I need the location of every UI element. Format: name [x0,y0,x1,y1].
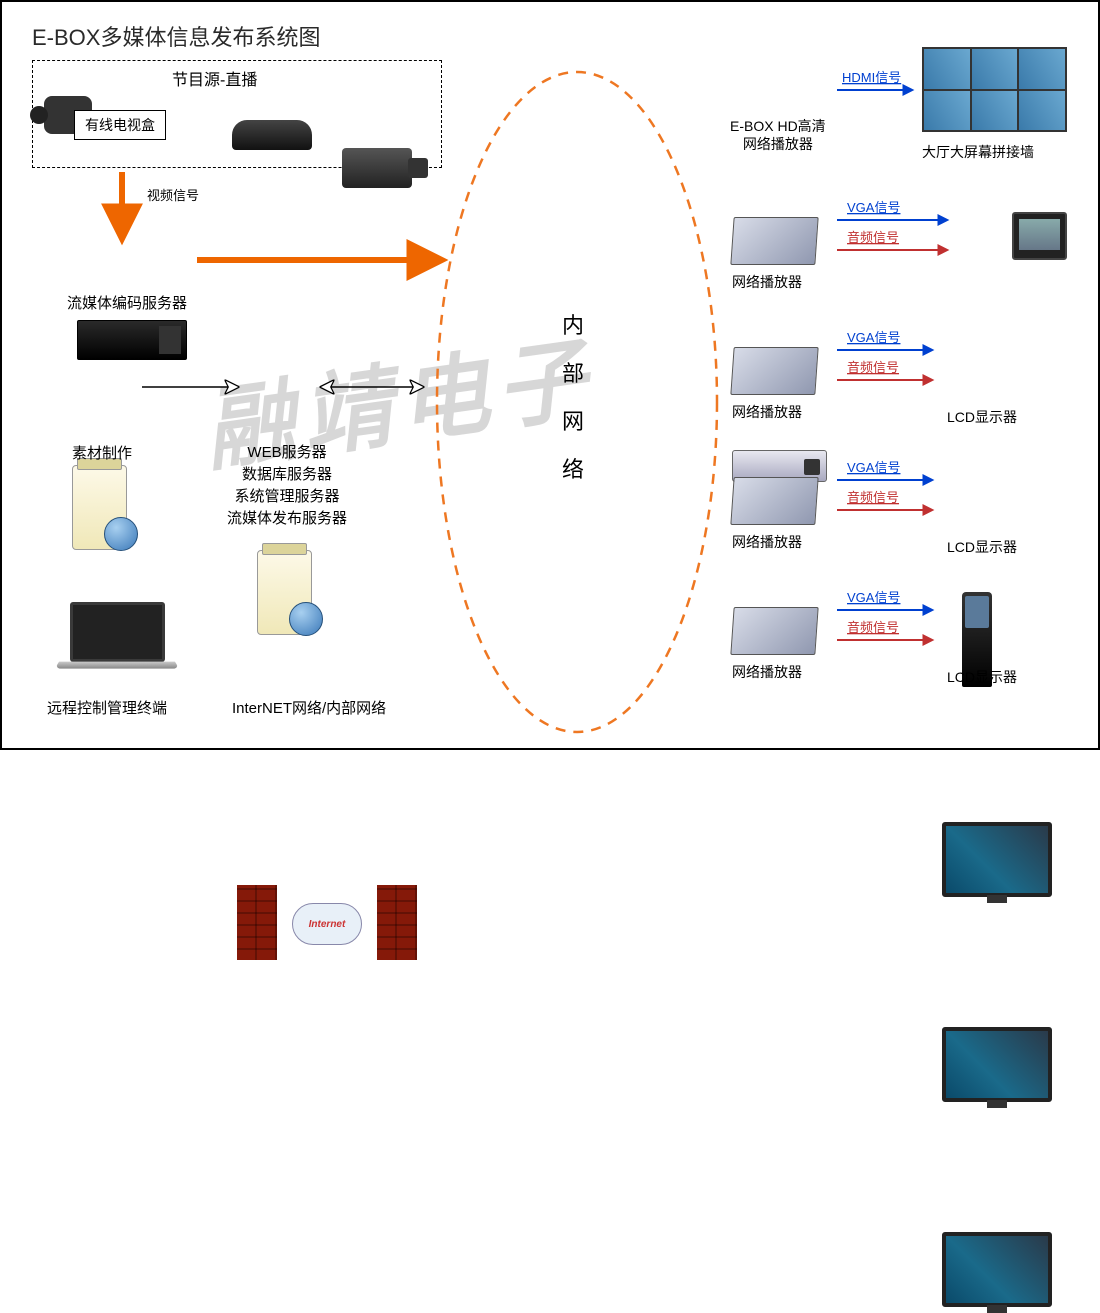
net-player-3-label: 网络播放器 [732,532,802,552]
material-label: 素材制作 [72,442,132,463]
encoder-label: 流媒体编码服务器 [67,292,187,313]
small-monitor-icon [1012,212,1067,260]
row5-signals: VGA信号 音频信号 [837,590,932,640]
encoder-icon [77,320,187,360]
net-player-1-icon [730,217,818,265]
hdmi-signal-label: HDMI信号 [842,70,901,85]
lcd-1-icon [942,822,1052,897]
web-server-label: WEB服务器 数据库服务器 系统管理服务器 流媒体发布服务器 [227,442,347,530]
net-player-2-label: 网络播放器 [732,402,802,422]
video-signal-label: 视频信号 [147,185,199,204]
net-player-4-label: 网络播放器 [732,662,802,682]
internet-label: InterNET网络/内部网络 [232,697,386,718]
vga-signal-label-2: VGA信号 [847,330,900,345]
internal-network-label: 内 部 网 络 [562,302,584,494]
vga-signal-label-3: VGA信号 [847,460,900,475]
row2-signals: VGA信号 音频信号 [837,200,947,250]
cable-tv-box: 有线电视盒 [74,110,166,140]
lcd-2-icon [942,1027,1052,1102]
videowall-icon [922,47,1067,132]
lcd-3-label: LCD显示器 [947,667,1017,687]
audio-signal-label-4: 音频信号 [847,620,899,635]
vga-signal-label-1: VGA信号 [847,200,900,215]
videowall-label: 大厅大屏幕拼接墙 [922,142,1034,162]
row3-signals: VGA信号 音频信号 [837,330,932,380]
diagram-title: E-BOX多媒体信息发布系统图 [32,20,320,52]
conference-device-icon [232,120,312,150]
lcd-3-icon [942,1232,1052,1307]
internet-firewall-icon: Internet [237,885,417,970]
cable-tv-box-label: 有线电视盒 [85,115,155,135]
source-group-header: 节目源-直播 [172,66,257,90]
laptop-icon [57,602,177,677]
audio-signal-label-3: 音频信号 [847,490,899,505]
lcd-2-label: LCD显示器 [947,537,1017,557]
row4-signals: VGA信号 音频信号 [837,460,932,510]
audio-signal-label-1: 音频信号 [847,230,899,245]
net-player-1-label: 网络播放器 [732,272,802,292]
cloud-label: Internet [309,919,346,930]
camcorder-icon [342,148,412,188]
row1-signals: HDMI信号 [837,70,912,90]
net-player-4-icon [730,607,818,655]
material-server-icon [72,465,127,550]
lcd-1-label: LCD显示器 [947,407,1017,427]
net-player-3-icon [730,477,818,525]
remote-terminal-label: 远程控制管理终端 [47,697,167,718]
ebox-hd-label: E-BOX HD高清 网络播放器 [730,117,826,153]
vga-signal-label-4: VGA信号 [847,590,900,605]
cloud-icon: Internet [292,903,362,945]
audio-signal-label-2: 音频信号 [847,360,899,375]
net-player-2-icon [730,347,818,395]
web-server-icon [257,550,312,635]
